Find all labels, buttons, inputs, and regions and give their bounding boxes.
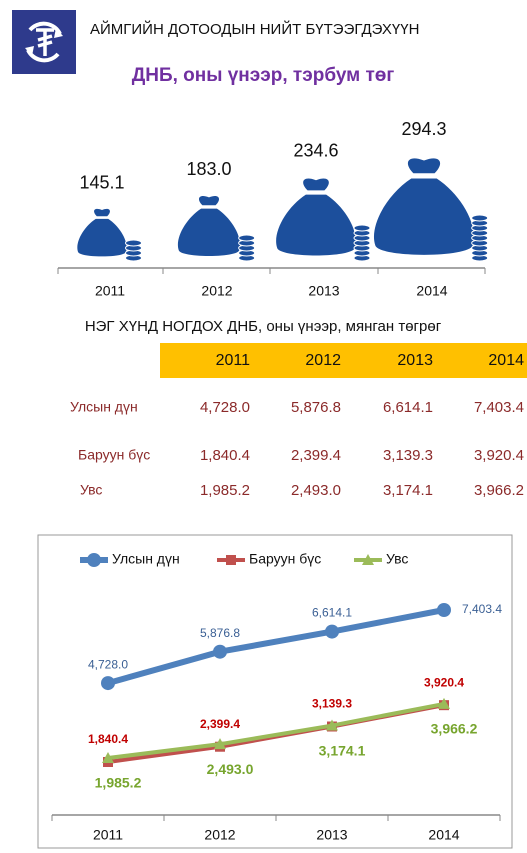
money-bag — [276, 179, 356, 256]
money-bag — [178, 196, 240, 256]
table-cell: 4,728.0 — [200, 399, 250, 416]
data-label: 7,403.4 — [462, 602, 502, 616]
table-cell: 3,966.2 — [474, 482, 524, 499]
x-tick-label: 2014 — [428, 827, 459, 843]
coin — [239, 235, 255, 241]
x-tick-label: 2011 — [95, 283, 125, 299]
table-cell: 5,876.8 — [291, 399, 341, 416]
x-tick-label: 2013 — [316, 827, 347, 843]
data-label: 3,139.3 — [312, 697, 352, 711]
chart-title: ДНБ, оны үнээр, тэрбум төг — [132, 65, 395, 86]
data-label: 1,840.4 — [88, 732, 128, 746]
value-label: 183.0 — [186, 159, 231, 179]
data-label: 6,614.1 — [312, 606, 352, 620]
legend-label: Увс — [386, 551, 408, 567]
marker — [213, 645, 227, 659]
marker — [101, 676, 115, 690]
table-cell: 2,399.4 — [291, 447, 341, 464]
x-tick-label: 2011 — [93, 827, 123, 843]
data-label: 3,920.4 — [424, 675, 464, 689]
table-row-label: Баруун бүс — [78, 447, 150, 463]
table-column-header: 2013 — [397, 352, 433, 369]
table-column-header: 2014 — [488, 352, 524, 369]
infographic: АЙМГИЙН ДОТООДЫН НИЙТ БҮТЭЭГДЭХҮҮН ДНБ, … — [0, 0, 527, 853]
table-cell: 7,403.4 — [474, 399, 524, 416]
value-label: 145.1 — [79, 173, 124, 193]
data-label: 5,876.8 — [200, 626, 240, 640]
marker — [325, 625, 339, 639]
value-label: 294.3 — [401, 119, 446, 139]
table-cell: 6,614.1 — [383, 399, 433, 416]
coin — [472, 215, 488, 221]
marker — [437, 603, 451, 617]
legend-marker — [226, 555, 236, 565]
table-cell: 1,985.2 — [200, 482, 250, 499]
logo-icon — [12, 10, 76, 74]
table-cell: 3,174.1 — [383, 482, 433, 499]
table-title: НЭГ ХҮНД НОГДОХ ДНБ, оны үнээр, мянган т… — [85, 318, 442, 335]
data-label: 1,985.2 — [95, 775, 142, 791]
table-cell: 3,920.4 — [474, 447, 524, 464]
money-bag — [77, 209, 126, 257]
data-label: 3,174.1 — [319, 742, 366, 758]
data-label: 4,728.0 — [88, 657, 128, 671]
page-title: АЙМГИЙН ДОТООДЫН НИЙТ БҮТЭЭГДЭХҮҮН — [90, 20, 419, 38]
x-tick-label: 2013 — [308, 283, 339, 299]
data-label: 2,493.0 — [207, 761, 254, 777]
table-row-label: Улсын дүн — [70, 399, 138, 415]
coin — [354, 225, 370, 231]
table-cell: 1,840.4 — [200, 447, 250, 464]
table-column-header: 2011 — [216, 352, 251, 369]
coin — [126, 240, 142, 246]
table-column-header: 2012 — [305, 352, 341, 369]
legend-marker — [87, 553, 101, 567]
x-tick-label: 2012 — [201, 283, 232, 299]
table-row-label: Увс — [80, 482, 102, 498]
data-label: 3,966.2 — [431, 721, 478, 737]
chart-frame — [38, 535, 512, 848]
table-cell: 3,139.3 — [383, 447, 433, 464]
table-cell: 2,493.0 — [291, 482, 341, 499]
legend-label: Баруун бүс — [249, 551, 321, 567]
legend-label: Улсын дүн — [112, 551, 180, 567]
money-bag — [374, 158, 474, 254]
data-label: 2,399.4 — [200, 717, 240, 731]
x-tick-label: 2014 — [416, 283, 447, 299]
x-tick-label: 2012 — [204, 827, 235, 843]
value-label: 234.6 — [293, 140, 338, 160]
